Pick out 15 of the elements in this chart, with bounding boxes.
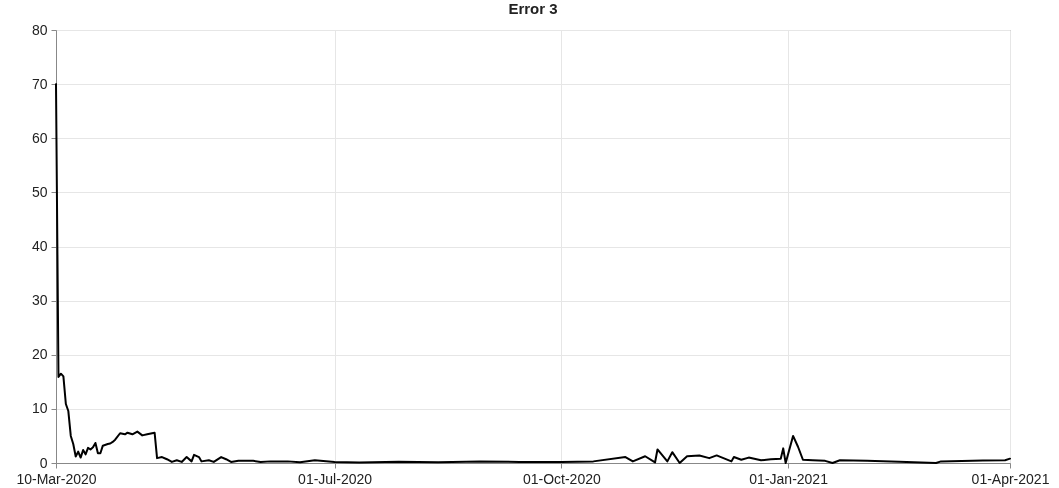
- y-tick-label: 30: [31, 292, 48, 309]
- x-tick-label: 01-Jul-2020: [298, 470, 373, 487]
- chart-title: Error 3: [508, 0, 558, 17]
- y-tick-label: 50: [31, 183, 48, 200]
- y-tick-label: 0: [39, 454, 48, 471]
- y-tick-label: 40: [31, 238, 48, 254]
- y-tick-label: 10: [31, 400, 48, 417]
- x-tick-label: 10-Mar-2020: [16, 470, 97, 487]
- y-tick-label: 20: [31, 346, 48, 363]
- y-tick-label: 60: [31, 129, 48, 146]
- x-tick-label: 01-Jan-2021: [749, 470, 829, 487]
- x-tick-label: 01-Oct-2020: [522, 470, 601, 487]
- y-tick-label: 80: [31, 21, 48, 38]
- x-tick-label: 01-Apr-2021: [971, 470, 1050, 487]
- y-tick-label: 70: [31, 75, 48, 92]
